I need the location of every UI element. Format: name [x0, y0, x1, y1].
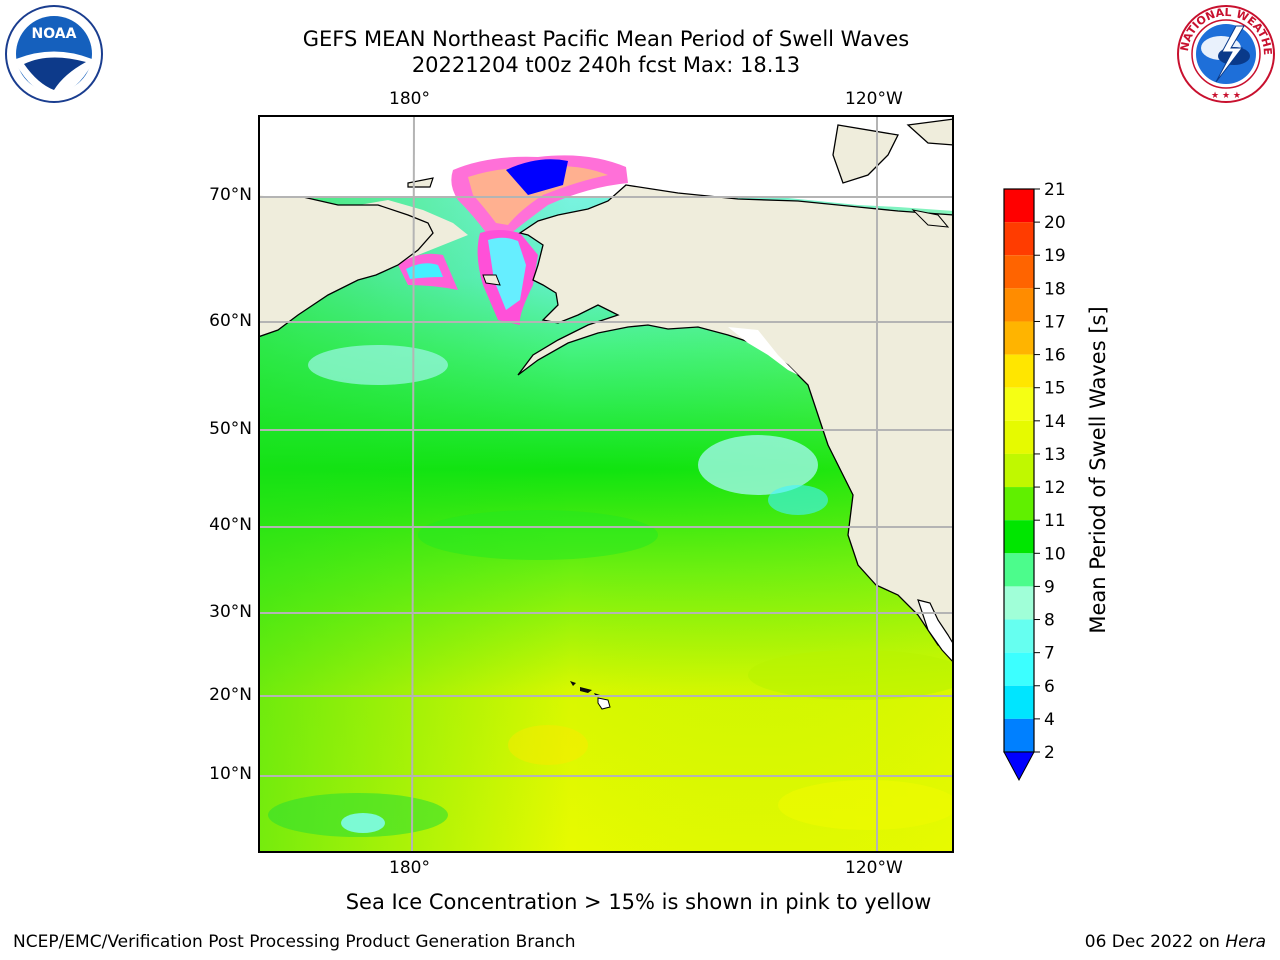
svg-text:★ ★ ★: ★ ★ ★: [1211, 91, 1241, 101]
lat-label-70n: 70°N: [209, 185, 252, 205]
credit-branch: NCEP/EMC/Verification Post Processing Pr…: [13, 932, 576, 952]
credit-date-host: 06 Dec 2022 on Hera: [1085, 932, 1266, 952]
colorbar-bin: [1004, 619, 1034, 653]
colorbar-tick-label: 15: [1044, 379, 1066, 399]
colorbar-bin: [1004, 321, 1034, 355]
noaa-logo: NOAA: [5, 5, 103, 103]
lon-label-top-180: 180°: [389, 89, 430, 109]
colorbar-tick-label: 12: [1044, 478, 1066, 498]
colorbar-bin: [1004, 453, 1034, 488]
lat-label-50n: 50°N: [209, 419, 252, 439]
colorbar-label: Mean Period of Swell Waves [s]: [1086, 306, 1110, 634]
lat-label-60n: 60°N: [209, 311, 252, 331]
nws-logo: NATIONAL WEATHER SERVICE ★ ★ ★: [1176, 4, 1275, 103]
colorbar-tick-label: 4: [1044, 710, 1055, 730]
colorbar-bin: [1004, 288, 1034, 322]
colorbar-bin: [1004, 652, 1034, 686]
credit-date: 06 Dec 2022 on: [1084, 932, 1226, 952]
lon-label-bottom-120w: 120°W: [845, 858, 903, 878]
colorbar-tick-label: 9: [1044, 577, 1055, 597]
colorbar-tick-label: 19: [1044, 246, 1066, 266]
colorbar-tick-label: 6: [1044, 677, 1055, 697]
lat-label-20n: 20°N: [209, 685, 252, 705]
colorbar-bin: [1004, 222, 1034, 256]
colorbar-under-arrow: [1003, 751, 1035, 782]
colorbar-tick-label: 18: [1044, 279, 1066, 299]
noaa-logo-text: NOAA: [32, 26, 77, 42]
lat-label-10n: 10°N: [209, 764, 252, 784]
map-subtitle: 20221204 t00z 240h fcst Max: 18.13: [411, 53, 801, 77]
colorbar-bin: [1004, 255, 1034, 289]
sea-ice-footnote: Sea Ice Concentration > 15% is shown in …: [345, 890, 932, 914]
colorbar-tick-label: 10: [1044, 544, 1066, 564]
colorbar-bin: [1004, 189, 1034, 223]
colorbar-bin: [1004, 387, 1034, 421]
colorbar-tick-label: 8: [1044, 611, 1055, 631]
colorbar-tick-label: 2: [1044, 743, 1055, 763]
colorbar-tick-label: 7: [1044, 644, 1055, 664]
map-title: GEFS MEAN Northeast Pacific Mean Period …: [302, 27, 910, 51]
colorbar-tick-label: 14: [1044, 412, 1066, 432]
colorbar-tick-label: 17: [1044, 312, 1066, 332]
colorbar-bin: [1004, 586, 1034, 620]
colorbar-tick-label: 21: [1044, 180, 1066, 200]
colorbar-bin: [1004, 718, 1034, 752]
colorbar-bin: [1004, 685, 1034, 719]
colorbar-tick-label: 16: [1044, 346, 1066, 366]
swell-period-map: [258, 115, 954, 853]
colorbar: 2 4 6 7 8 9 10 11 12 13 14 15 16 17 18 19 20 21: [1003, 180, 1066, 782]
lon-label-bottom-180: 180°: [389, 858, 430, 878]
lon-label-top-120w: 120°W: [845, 89, 903, 109]
colorbar-bin: [1004, 354, 1034, 388]
colorbar-bin: [1004, 553, 1034, 587]
lat-label-40n: 40°N: [209, 515, 252, 535]
lat-label-30n: 30°N: [209, 602, 252, 622]
colorbar-tick-label: 11: [1044, 511, 1066, 531]
colorbar-bin: [1004, 487, 1034, 521]
colorbar-tick-label: 20: [1044, 213, 1066, 233]
colorbar-tick-label: 13: [1044, 445, 1066, 465]
credit-host: Hera: [1225, 932, 1266, 952]
colorbar-bin: [1004, 520, 1034, 554]
colorbar-bin: [1004, 420, 1034, 454]
